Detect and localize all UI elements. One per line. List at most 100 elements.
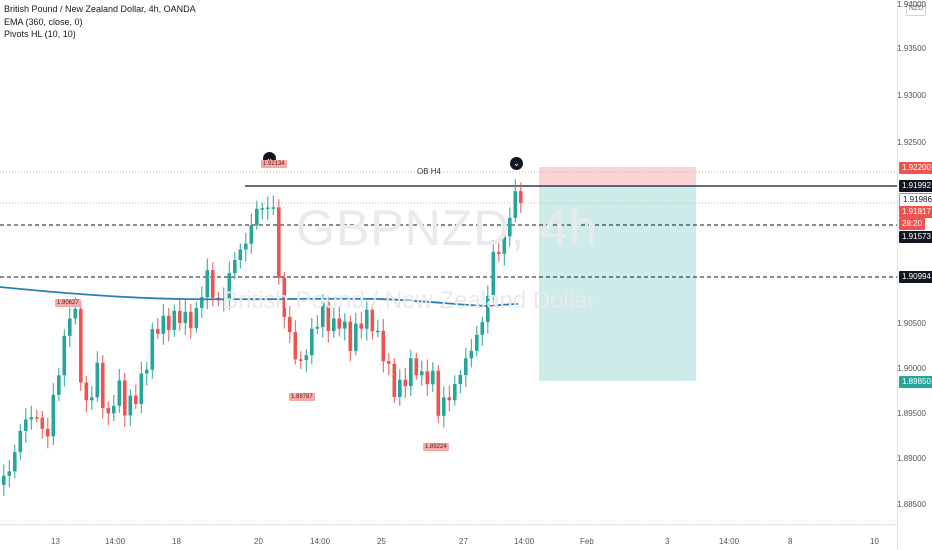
pivot-low-label: 1.89224 — [423, 443, 449, 451]
candle-body — [343, 321, 347, 329]
candle-body — [387, 361, 391, 364]
currency-button[interactable]: NZD — [906, 2, 926, 16]
stop-loss-zone[interactable] — [539, 167, 696, 186]
candle-body — [299, 359, 303, 361]
candle-body — [431, 370, 435, 385]
candle-body — [167, 315, 171, 330]
pivot-high-label: 1.92134 — [261, 160, 287, 168]
candle-body — [497, 251, 501, 254]
candle-body — [13, 452, 17, 472]
candle-body — [249, 225, 254, 244]
candle-body — [161, 315, 166, 334]
candle-body — [392, 363, 397, 398]
candle-body — [205, 270, 210, 298]
price-tag-target: 1.89850 — [899, 376, 932, 388]
symbol-title[interactable]: British Pound / New Zealand Dollar, 4h, … — [4, 4, 196, 14]
x-tick: 3 — [665, 537, 670, 546]
candle-body — [491, 251, 496, 296]
candle-body — [453, 383, 457, 401]
x-tick: 8 — [788, 537, 793, 546]
candle-body — [128, 395, 133, 416]
candle-body — [172, 310, 177, 330]
candle-body — [310, 328, 314, 356]
candle-body — [315, 326, 320, 329]
x-tick: 14:00 — [310, 537, 331, 546]
price-tag-ob: 1.91992 — [899, 180, 932, 192]
candle-body — [519, 191, 523, 203]
candle-body — [480, 322, 485, 335]
candle-body — [150, 329, 155, 370]
ema-line[interactable] — [0, 286, 519, 307]
price-tag-dash2: 1.90994 — [899, 271, 932, 283]
candle-body — [7, 471, 12, 476]
candle-body — [238, 249, 243, 261]
candle-body — [359, 323, 364, 329]
candle-body — [266, 207, 270, 209]
candle-body — [112, 405, 116, 414]
candle-body — [293, 332, 298, 360]
candle-body — [68, 318, 72, 336]
indicator-ema-label[interactable]: EMA (360, close, 0) — [4, 17, 83, 27]
candle-body — [304, 355, 309, 360]
candle-body — [134, 395, 138, 405]
indicator-pivots-label[interactable]: Pivots HL (10, 10) — [4, 29, 76, 39]
candle-body — [502, 236, 507, 254]
x-tick: 20 — [254, 537, 263, 546]
y-tick: 1.93500 — [897, 44, 926, 53]
candle-body — [469, 350, 474, 359]
candle-body — [486, 295, 490, 323]
candle-body — [24, 419, 28, 431]
candle-body — [90, 397, 94, 401]
candle-body — [95, 362, 100, 398]
y-tick: 1.92500 — [897, 138, 926, 147]
x-tick: 14:00 — [105, 537, 126, 546]
candle-body — [139, 373, 144, 405]
candle-body — [35, 417, 39, 419]
candle-body — [513, 191, 518, 218]
take-profit-zone[interactable] — [539, 186, 696, 381]
pivot-high-label: 1.90627 — [55, 299, 81, 307]
price-tag-current: 1.91817 — [899, 206, 932, 218]
y-tick: 1.93000 — [897, 91, 926, 100]
candle-body — [458, 374, 463, 384]
y-tick: 1.90500 — [897, 319, 926, 328]
candle-body — [414, 358, 419, 376]
candle-body — [200, 297, 204, 308]
candle-body — [84, 382, 89, 401]
price-tag-last: 1.91986 — [899, 193, 932, 207]
candle-body — [271, 207, 276, 209]
candle-body — [29, 417, 34, 420]
y-tick: 1.89000 — [897, 454, 926, 463]
candle-body — [79, 308, 83, 383]
candle-body — [123, 380, 127, 416]
candle-body — [348, 321, 353, 351]
candle-body — [255, 208, 259, 226]
candle-body — [57, 375, 61, 395]
candle-body — [117, 380, 122, 406]
candle-body — [244, 243, 248, 250]
candle-body — [2, 475, 6, 485]
candle-body — [282, 277, 287, 318]
candle-body — [101, 362, 105, 409]
candle-body — [398, 379, 402, 398]
y-tick: 1.94000 — [897, 0, 926, 9]
y-tick: 1.88500 — [897, 500, 926, 509]
candle-body — [277, 207, 281, 278]
x-tick: 14:00 — [719, 537, 740, 546]
candle-body — [106, 408, 111, 414]
candle-body — [211, 270, 215, 298]
candle-body — [288, 317, 292, 333]
candle-body — [40, 417, 45, 429]
candle-body — [420, 371, 424, 376]
candle-body — [475, 334, 479, 351]
chevron-down-icon[interactable]: ⌄ — [510, 157, 523, 170]
y-tick: 1.90000 — [897, 364, 926, 373]
ob-h4-label[interactable]: OB H4 — [417, 167, 442, 176]
candle-body — [194, 307, 199, 329]
candle-body — [447, 397, 452, 401]
candle-body — [332, 318, 336, 332]
candle-body — [178, 310, 182, 324]
candle-body — [409, 358, 413, 387]
x-tick: 18 — [172, 537, 181, 546]
